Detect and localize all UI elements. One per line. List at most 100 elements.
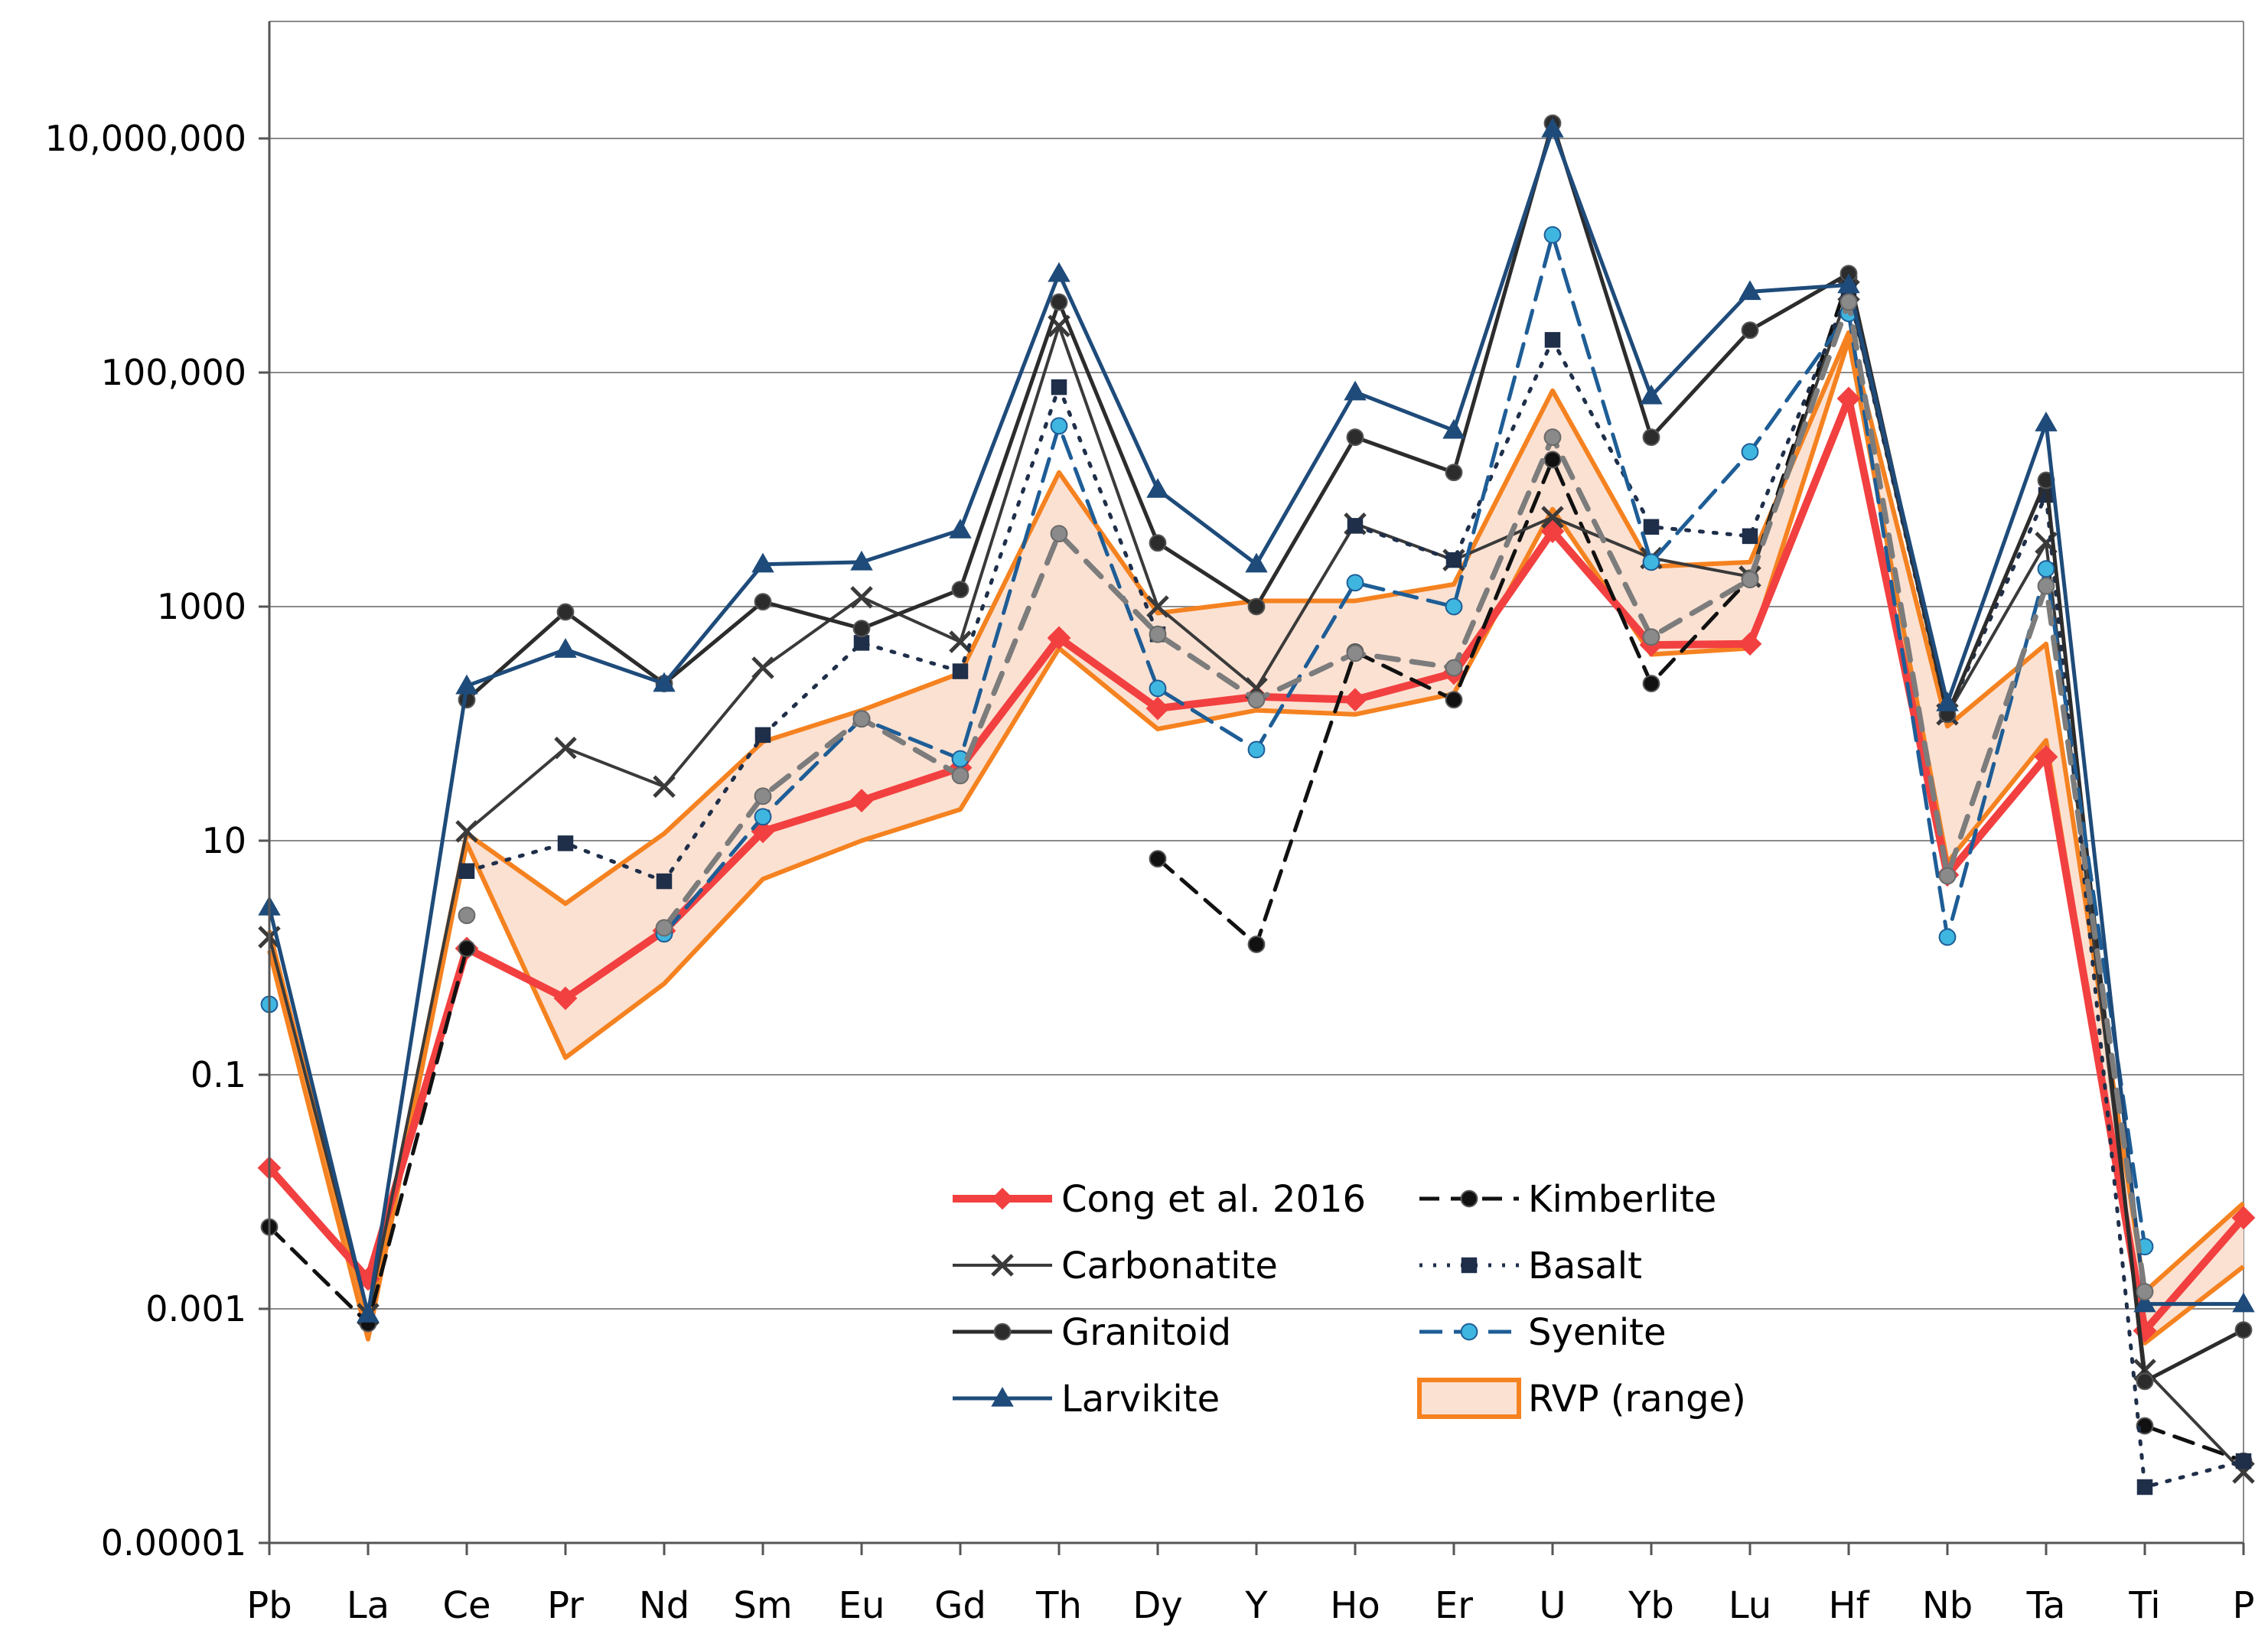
point-carbonatite-sm [751,656,774,679]
point-basalt-u [1544,332,1561,348]
point-grey-dashed-unlabelled-nd [655,919,673,937]
point-grey-dashed-unlabelled-ta [2037,577,2055,595]
legend-item-rvp-range: RVP (range) [1417,1378,1746,1421]
point-syenite-nb [1938,928,1957,946]
point-kimberlite-ce [458,939,476,958]
legend-marker [993,1323,1012,1341]
point-larvikite-hf [1837,273,1860,294]
x-tick-label-er: Er [1435,1584,1473,1627]
point-granitoid-lu [1741,321,1759,340]
point-grey-dashed-unlabelled-ho [1346,644,1364,662]
point-granitoid-er [1445,464,1463,482]
point-larvikite-ce [455,674,478,695]
point-grey-dashed-unlabelled-sm [754,787,772,805]
y-tick-label: 100,000 [101,352,246,393]
series-lines [257,114,2256,1495]
point-grey-dashed-unlabelled-dy [1149,625,1167,643]
point-basalt-nd [656,873,673,890]
legend-label: Kimberlite [1528,1178,1716,1221]
x-tick-label-yb: Yb [1628,1584,1674,1627]
legend-item-larvikite: Larvikite [953,1378,1220,1421]
point-syenite-er [1445,597,1463,616]
legend-item-carbonatite: Carbonatite [953,1245,1278,1287]
point-kimberlite-yb [1642,675,1660,693]
point-grey-dashed-unlabelled-er [1445,659,1463,677]
point-carbonatite-ce [455,820,478,843]
point-larvikite-ta [2035,412,2058,431]
legend-item-syenite: Syenite [1419,1311,1667,1354]
x-tick-label-hf: Hf [1829,1584,1870,1627]
point-granitoid-th [1050,293,1068,311]
point-larvikite-ti [2133,1292,2156,1313]
point-basalt-ti [2136,1479,2153,1495]
x-tick-label-ti: Ti [2128,1584,2160,1627]
y-tick-label: 1000 [157,586,246,627]
point-granitoid-gd [951,581,969,599]
point-granitoid-pr [556,603,575,621]
point-granitoid-eu [852,620,871,638]
legend-swatch [1417,1378,1521,1419]
point-carbonatite-nd [653,775,676,799]
point-carbonatite-dy [1146,595,1169,618]
y-tick-label: 0.001 [145,1288,246,1329]
point-basalt-p [2235,1453,2252,1469]
point-cong-et-al-2016-lu [1738,632,1762,656]
x-tick-label-nd: Nd [639,1584,689,1627]
point-syenite-lu [1741,443,1759,461]
gridlines [269,21,2244,1543]
point-syenite-th [1050,417,1068,435]
x-tick-label-nb: Nb [1922,1584,1973,1627]
point-carbonatite-u [1541,506,1564,529]
point-syenite-u [1543,226,1562,244]
point-larvikite-dy [1146,477,1169,498]
point-basalt-er [1445,552,1462,568]
legend-marker [1461,1257,1478,1274]
point-cong-et-al-2016-hf [1836,386,1861,411]
point-grey-dashed-unlabelled-ce [458,906,476,925]
y-tick-label: 0.00001 [101,1522,246,1564]
point-basalt-ho [1347,518,1364,534]
y-tick-label: 10 [201,820,246,861]
point-larvikite-th [1048,262,1070,282]
y-tick-label: 10,000,000 [45,118,246,159]
point-larvikite-u [1541,117,1564,138]
point-cong-et-al-2016-eu [849,789,874,813]
x-tick-label-u: U [1539,1584,1566,1627]
point-grey-dashed-unlabelled-u [1543,428,1562,446]
point-larvikite-nd [653,672,676,692]
point-larvikite-ho [1344,380,1367,401]
x-tick-label-p: P [2233,1584,2255,1627]
point-larvikite-sm [751,552,774,573]
x-tick-label-th: Th [1035,1584,1082,1627]
point-cong-et-al-2016-ho [1343,688,1367,712]
point-larvikite-p [2232,1292,2255,1313]
point-larvikite-gd [949,519,972,539]
point-grey-dashed-unlabelled-hf [1839,293,1858,311]
legend-label: Larvikite [1061,1378,1220,1421]
point-grey-dashed-unlabelled-y [1247,691,1266,709]
x-tick-label-la: La [347,1584,389,1627]
x-tick-label-dy: Dy [1132,1584,1182,1627]
legend-label: Granitoid [1061,1311,1231,1354]
point-basalt-lu [1742,528,1758,545]
series-carbonatite [258,279,2255,1484]
point-syenite-yb [1642,553,1660,571]
point-larvikite-nb [1936,692,1959,711]
series-line-grey-dashed-unlabelled [661,299,2148,1295]
point-granitoid-p [2234,1321,2253,1339]
legend-marker [991,1386,1014,1407]
legend-marker [991,1187,1014,1210]
point-grey-dashed-unlabelled-gd [951,766,969,785]
legend-label: Syenite [1528,1311,1667,1354]
point-larvikite-lu [1738,280,1761,301]
x-tick-label-gd: Gd [934,1584,986,1627]
point-basalt-yb [1643,519,1660,535]
point-grey-dashed-unlabelled-ti [2136,1283,2154,1301]
x-tick-label-ho: Ho [1330,1584,1380,1627]
x-tick-label-pb: Pb [246,1584,292,1627]
point-larvikite-yb [1640,384,1663,405]
point-basalt-th [1051,379,1067,395]
point-syenite-y [1247,740,1266,759]
legend-item-kimberlite: Kimberlite [1419,1178,1716,1221]
